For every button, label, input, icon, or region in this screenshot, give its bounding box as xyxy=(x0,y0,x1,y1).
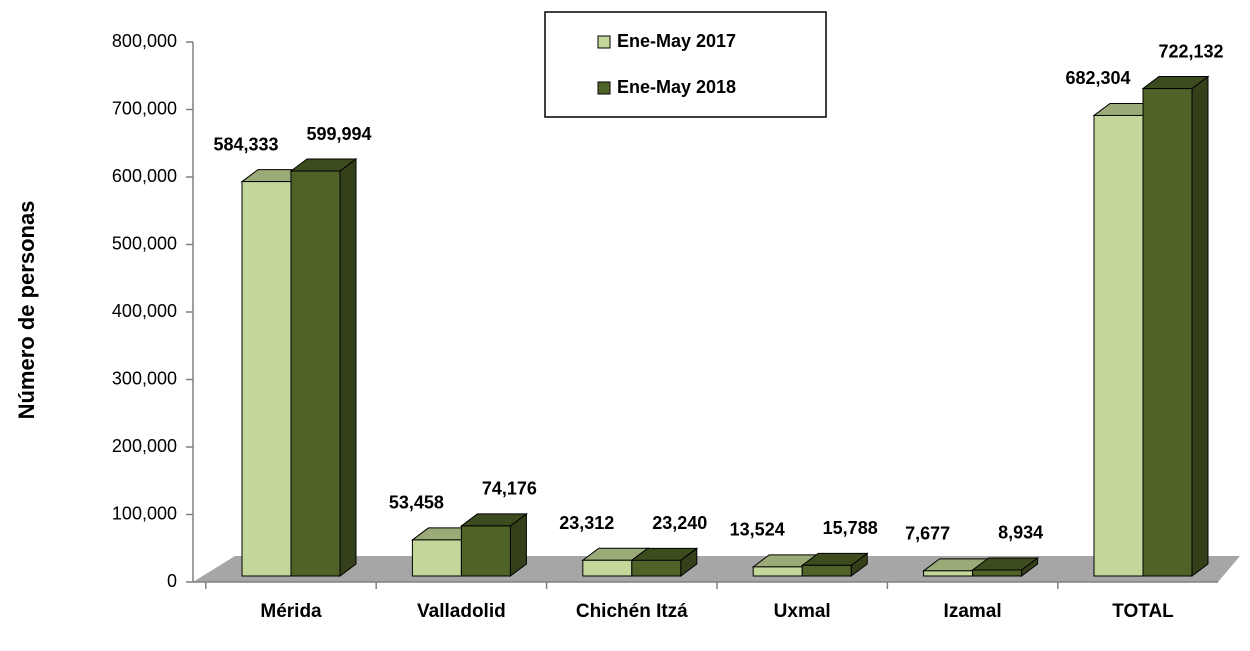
y-tick-label: 400,000 xyxy=(112,301,177,321)
bar-face xyxy=(339,158,357,577)
legend-swatch xyxy=(597,35,611,49)
data-label: 8,934 xyxy=(998,523,1043,543)
legend-swatch xyxy=(597,81,611,95)
data-label: 23,312 xyxy=(559,513,614,533)
bar xyxy=(459,512,528,577)
bar-face xyxy=(460,525,511,577)
legend-box xyxy=(544,11,827,118)
bar xyxy=(971,556,1040,577)
y-tick-label: 100,000 xyxy=(112,503,177,523)
bar-face xyxy=(582,559,633,577)
bar-face xyxy=(411,539,462,577)
data-label: 13,524 xyxy=(730,520,785,540)
x-tick-label: Chichén Itzá xyxy=(575,601,688,622)
data-label: 53,458 xyxy=(389,493,444,513)
data-label: 7,677 xyxy=(905,524,950,544)
bar xyxy=(289,158,358,577)
data-label: 23,240 xyxy=(652,513,707,533)
bar xyxy=(800,552,869,577)
y-tick-label: 700,000 xyxy=(112,98,177,118)
bar-face xyxy=(1142,88,1193,577)
bar-face xyxy=(1093,114,1144,577)
bar-face xyxy=(1191,75,1209,577)
x-tick-label: Valladolid xyxy=(417,601,506,622)
bar-face xyxy=(752,566,803,577)
y-axis-title: Número de personas xyxy=(14,201,39,420)
y-tick-label: 500,000 xyxy=(112,233,177,253)
y-tick-label: 0 xyxy=(167,571,177,591)
bar-face xyxy=(631,559,682,577)
legend-label: Ene-May 2017 xyxy=(617,31,736,51)
bar-face xyxy=(972,569,1023,577)
bar-face xyxy=(923,570,974,577)
bar-face xyxy=(801,564,852,577)
y-tick-label: 200,000 xyxy=(112,436,177,456)
bar xyxy=(630,547,699,577)
x-tick-label: TOTAL xyxy=(1112,601,1174,622)
y-tick-label: 800,000 xyxy=(112,31,177,51)
data-label: 584,333 xyxy=(213,134,278,154)
y-tick-label: 300,000 xyxy=(112,368,177,388)
y-tick-label: 600,000 xyxy=(112,166,177,186)
data-label: 682,304 xyxy=(1065,68,1130,88)
x-tick-label: Mérida xyxy=(260,601,322,622)
bar-face xyxy=(290,170,341,577)
data-label: 74,176 xyxy=(482,479,537,499)
x-tick-label: Uxmal xyxy=(773,601,831,622)
legend-label: Ene-May 2018 xyxy=(617,77,736,97)
data-label: 599,994 xyxy=(306,124,371,144)
bar-face xyxy=(241,181,292,577)
bar xyxy=(1141,75,1210,577)
data-label: 15,788 xyxy=(823,518,878,538)
data-label: 722,132 xyxy=(1158,41,1223,61)
x-tick-label: Izamal xyxy=(943,601,1002,622)
